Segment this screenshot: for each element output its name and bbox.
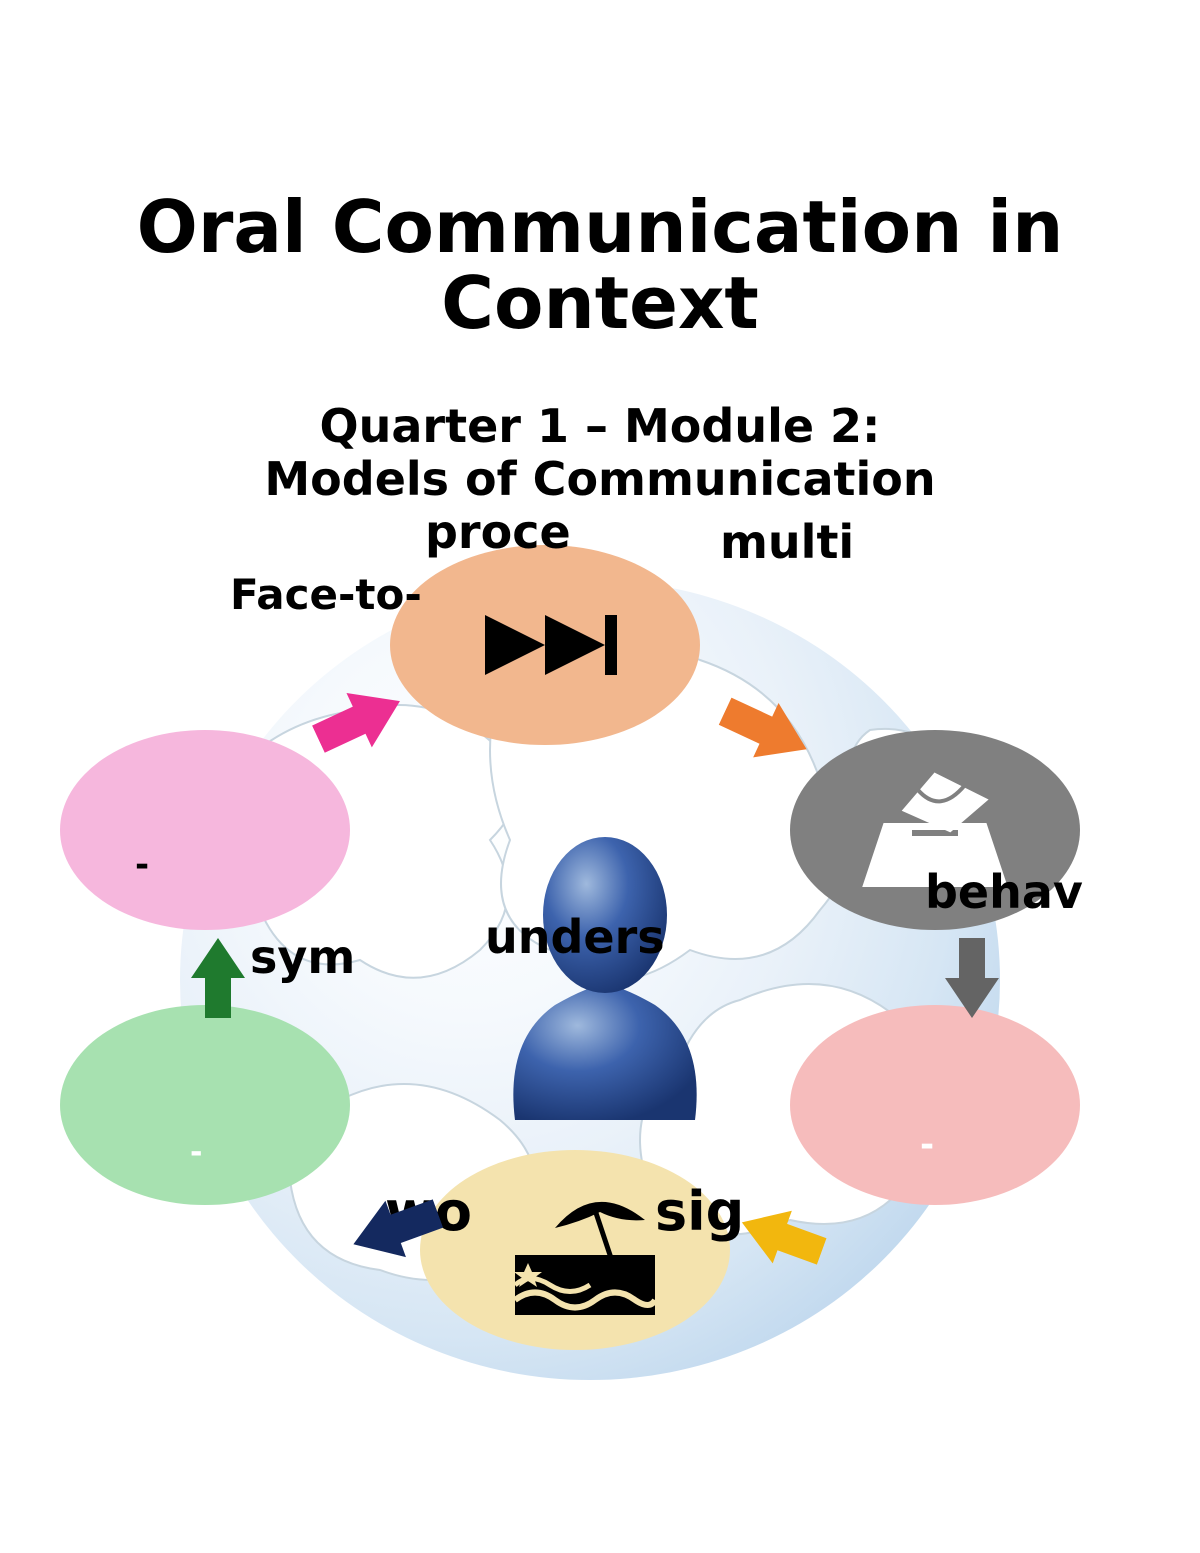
center-label: unders (485, 910, 665, 964)
center-node (500, 820, 710, 1120)
document-page: Oral Communication in Context Quarter 1 … (0, 0, 1200, 1553)
node-right-upper-label: behav (925, 865, 1083, 919)
node-top-label-above: proce (425, 505, 571, 559)
node-right-lower: - (790, 1005, 1080, 1205)
arrow-green (187, 938, 253, 1018)
node-bottom-label-right: sig (655, 1180, 744, 1243)
node-left-upper-mark: - (135, 845, 149, 885)
node-top-label-left: Face-to- (230, 570, 422, 619)
node-left-upper: - (60, 730, 350, 930)
arrow-gray (937, 938, 1003, 1018)
page-title: Oral Communication in Context (0, 190, 1200, 341)
subtitle-line-2: Models of Communication (264, 452, 935, 506)
node-left-lower-mark: - (190, 1135, 202, 1170)
node-top-label-right: multi (720, 515, 854, 569)
skip-forward-icon (390, 545, 700, 745)
page-subtitle: Quarter 1 – Module 2: Models of Communic… (0, 400, 1200, 506)
node-left-lower: - (60, 1005, 350, 1205)
person-bust-icon (500, 820, 710, 1120)
communication-cycle-diagram: unders proce multi Face-to- (80, 530, 1120, 1430)
node-right-lower-mark: - (920, 1125, 934, 1165)
subtitle-line-1: Quarter 1 – Module 2: (320, 399, 881, 453)
node-left-upper-label: sym (250, 930, 355, 984)
node-top (390, 545, 700, 745)
